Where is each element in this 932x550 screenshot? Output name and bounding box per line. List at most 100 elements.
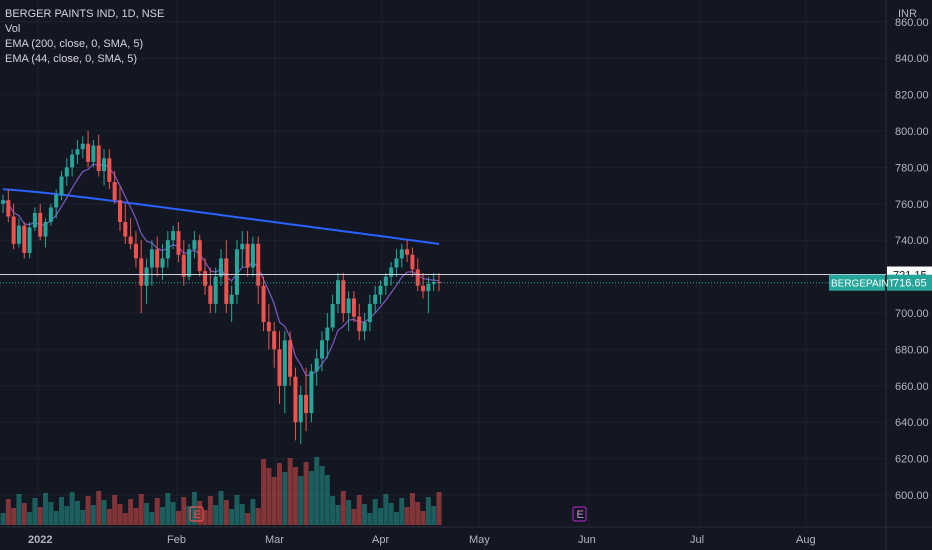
volume-bar	[239, 504, 245, 525]
time-tick-label: Mar	[265, 534, 284, 546]
volume-bar	[223, 500, 229, 525]
candle-body	[277, 349, 282, 386]
indicator-ema-200[interactable]: EMA (200, close, 0, SMA, 5)	[5, 38, 144, 50]
candle-body	[112, 181, 117, 201]
candle-body	[304, 394, 309, 414]
volume-bar	[340, 491, 346, 525]
volume-bar	[80, 510, 86, 525]
volume-bar	[308, 471, 314, 525]
candle-body	[187, 249, 192, 277]
ema-200-line	[2, 188, 440, 245]
volume-bar	[425, 497, 431, 525]
candle-body	[139, 258, 144, 286]
candle-body	[325, 327, 330, 341]
candle-body	[415, 269, 420, 286]
price-tick-label: 620.00	[895, 454, 929, 466]
volume-bar	[346, 500, 352, 525]
volume-bar	[90, 505, 96, 525]
volume-bar	[149, 512, 155, 525]
volume-bar	[186, 506, 192, 525]
volume-bar	[85, 496, 91, 525]
volume-bar	[191, 492, 197, 525]
volume-bar	[271, 477, 277, 525]
volume-bar	[335, 505, 341, 525]
candle-body	[144, 267, 149, 286]
volume-bar	[58, 497, 64, 525]
candle-body	[426, 283, 431, 292]
candle-body	[54, 194, 59, 208]
candle-body	[266, 322, 271, 332]
volume-bar	[117, 504, 123, 525]
volume-bar	[319, 466, 325, 525]
time-tick-label: May	[469, 534, 490, 546]
price-tick-label: 660.00	[895, 381, 929, 393]
candle-body	[245, 243, 250, 268]
candle-body	[219, 258, 223, 277]
time-tick-label: Feb	[167, 534, 186, 546]
volume-bars	[0, 457, 442, 525]
candle-body	[117, 200, 122, 222]
earnings-marker-label: E	[577, 509, 584, 521]
indicator-ema-44[interactable]: EMA (44, close, 0, SMA, 5)	[5, 53, 138, 65]
candle-body	[272, 331, 277, 350]
volume-bar	[420, 511, 426, 525]
volume-bar	[356, 495, 362, 525]
price-tick-label: 700.00	[895, 308, 929, 320]
price-tick-label: 840.00	[895, 53, 929, 65]
candle-body	[282, 340, 287, 386]
volume-bar	[362, 504, 368, 525]
candle-body	[362, 322, 367, 332]
candle-body	[203, 271, 208, 286]
candle-body	[107, 158, 112, 182]
candle-body	[181, 254, 186, 277]
price-axis: 600.00620.00640.00660.00680.00700.00720.…	[895, 17, 929, 502]
volume-bar	[393, 512, 399, 525]
volume-bar	[367, 513, 373, 525]
candle-body	[330, 303, 335, 328]
volume-bar	[43, 493, 49, 525]
volume-bar	[303, 462, 309, 525]
candle-body	[123, 222, 128, 237]
candle-body	[197, 240, 202, 272]
volume-bar	[351, 509, 357, 525]
candle-body	[149, 249, 154, 268]
volume-bar	[138, 494, 144, 525]
price-tick-label: 760.00	[895, 199, 929, 211]
time-tick-label: Apr	[372, 534, 389, 546]
indicator-vol[interactable]: Vol	[5, 23, 21, 35]
volume-bar	[261, 459, 267, 525]
candle-body	[80, 143, 85, 150]
candle-body	[70, 154, 75, 168]
time-tick-label: Jun	[578, 534, 596, 546]
last-price-value: 716.65	[893, 278, 927, 290]
volume-bar	[266, 468, 272, 525]
candle-body	[128, 236, 133, 244]
volume-bar	[101, 500, 107, 525]
candle-body	[421, 285, 426, 292]
volume-bar	[388, 503, 394, 525]
volume-bar	[165, 493, 171, 525]
candle-body	[389, 267, 394, 277]
candle-body	[165, 240, 170, 259]
volume-bar	[48, 502, 54, 525]
candle-body	[22, 225, 27, 253]
chart-title[interactable]: BERGER PAINTS IND, 1D, NSE	[5, 8, 165, 20]
volume-bar	[27, 512, 33, 525]
volume-bar	[298, 476, 304, 525]
candle-body	[48, 207, 53, 222]
volume-bar	[197, 501, 203, 525]
volume-bar	[181, 497, 187, 525]
candle-body	[229, 294, 234, 304]
volume-bar	[32, 498, 38, 525]
symbol-tag-label: BERGEPAINT	[831, 279, 895, 290]
volume-bar	[175, 511, 181, 525]
candle-body	[234, 249, 239, 295]
time-tick-label: 2022	[28, 534, 52, 546]
candle-body	[32, 212, 37, 228]
candle-body	[176, 231, 181, 255]
candle-body	[288, 340, 293, 377]
time-tick-label: Jul	[690, 534, 704, 546]
volume-bar	[69, 492, 75, 525]
